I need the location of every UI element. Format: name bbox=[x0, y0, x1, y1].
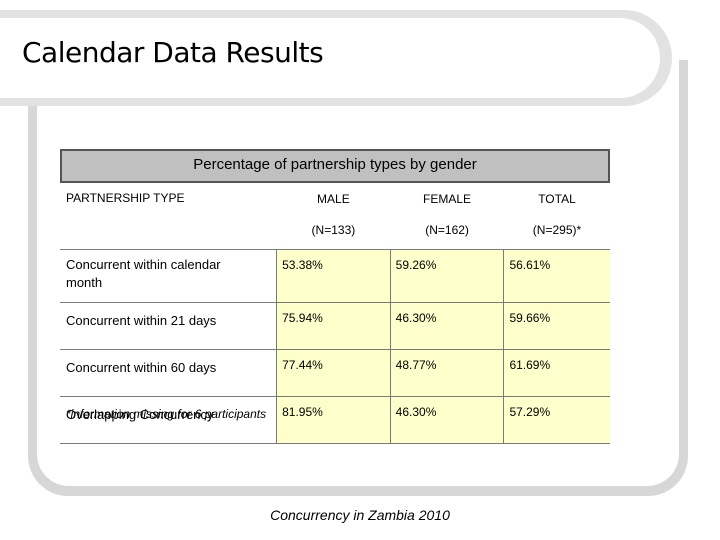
footnote: *information missing for 6 participants bbox=[66, 407, 267, 421]
slide-footer: Concurrency in Zambia 2010 bbox=[270, 507, 450, 523]
row-female-value: 48.77% bbox=[389, 349, 504, 397]
table-row: Concurrent within 60 days 77.44% 48.77% … bbox=[60, 349, 610, 397]
n-row-spacer bbox=[60, 219, 277, 250]
row-total-value: 61.69% bbox=[503, 349, 610, 397]
column-header-total: TOTAL bbox=[538, 192, 576, 206]
n-male: (N=133) bbox=[311, 223, 356, 237]
row-male-value: 75.94% bbox=[276, 302, 391, 350]
row-male-value: 77.44% bbox=[276, 349, 391, 397]
row-female-value: 46.30% bbox=[389, 396, 504, 444]
row-male-value: 81.95% bbox=[276, 396, 391, 444]
row-type-label: Overlapping Concurrency bbox=[60, 396, 277, 444]
row-type-label: Concurrent within calendar month bbox=[60, 249, 277, 303]
row-female-value: 46.30% bbox=[389, 302, 504, 350]
n-female: (N=162) bbox=[425, 223, 469, 237]
row-total-value: 57.29% bbox=[503, 396, 610, 444]
table-row: Concurrent within calendar month 53.38% … bbox=[60, 249, 610, 303]
table-header-row: PARTNERSHIP TYPE MALE FEMALE TOTAL bbox=[60, 183, 610, 219]
table-bottom-rule bbox=[60, 443, 610, 444]
partnership-table: PARTNERSHIP TYPE MALE FEMALE TOTAL (N=13… bbox=[60, 183, 610, 444]
table-caption: Percentage of partnership types by gende… bbox=[60, 149, 610, 183]
row-male-value: 53.38% bbox=[276, 249, 391, 303]
table-n-row: (N=133) (N=162) (N=295)* bbox=[60, 219, 610, 250]
title-bar-inner bbox=[0, 18, 660, 98]
table-row: Concurrent within 21 days 75.94% 46.30% … bbox=[60, 302, 610, 350]
row-female-value: 59.26% bbox=[389, 249, 504, 303]
table-row: Overlapping Concurrency 81.95% 46.30% 57… bbox=[60, 396, 610, 444]
row-total-value: 56.61% bbox=[503, 249, 610, 303]
row-type-label: Concurrent within 21 days bbox=[60, 302, 277, 350]
row-total-value: 59.66% bbox=[503, 302, 610, 350]
column-header-female: FEMALE bbox=[423, 192, 472, 206]
row-type-label: Concurrent within 60 days bbox=[60, 349, 277, 397]
n-total: (N=295)* bbox=[532, 223, 582, 237]
column-header-male: MALE bbox=[317, 192, 350, 206]
column-header-type: PARTNERSHIP TYPE bbox=[66, 191, 185, 205]
slide-title: Calendar Data Results bbox=[22, 36, 324, 69]
